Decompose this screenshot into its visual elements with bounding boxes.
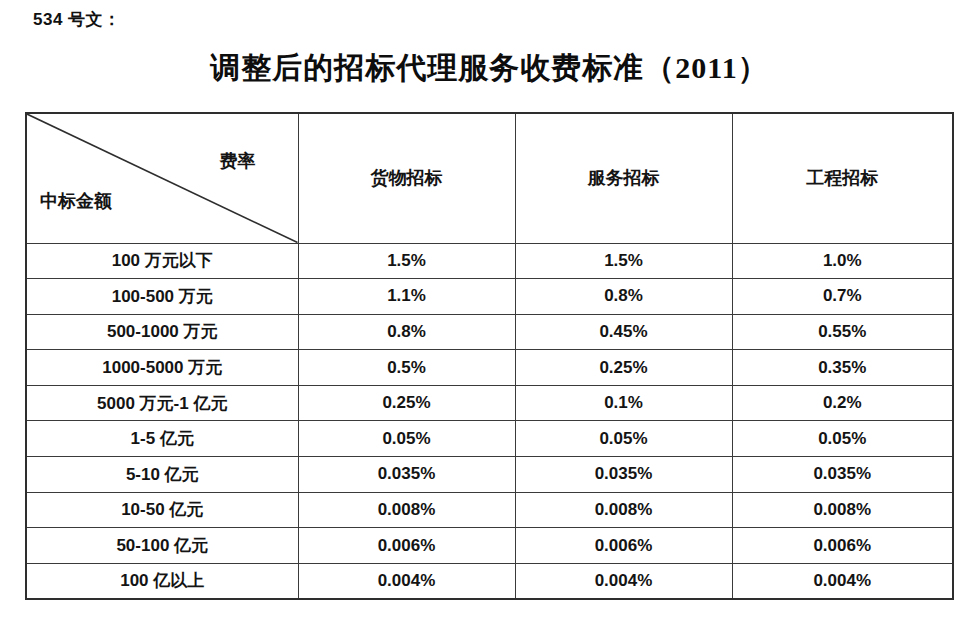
fee-table: 费率 中标金额 货物招标 服务招标 工程招标 100 万元以下1.5%1.5%1… bbox=[25, 112, 954, 600]
works-rate-cell: 0.008% bbox=[732, 492, 953, 528]
works-rate-cell: 0.55% bbox=[732, 314, 953, 350]
goods-rate-cell: 0.035% bbox=[298, 457, 515, 493]
goods-rate-cell: 0.5% bbox=[298, 350, 515, 386]
amount-cell: 5-10 亿元 bbox=[26, 457, 298, 493]
services-rate-cell: 1.5% bbox=[515, 243, 732, 279]
goods-rate-cell: 0.006% bbox=[298, 528, 515, 564]
goods-rate-cell: 0.004% bbox=[298, 563, 515, 599]
column-header-works-bidding: 工程招标 bbox=[732, 113, 953, 243]
table-row: 50-100 亿元0.006%0.006%0.006% bbox=[26, 528, 953, 564]
table-row: 5000 万元-1 亿元0.25%0.1%0.2% bbox=[26, 385, 953, 421]
goods-rate-cell: 0.05% bbox=[298, 421, 515, 457]
amount-cell: 1-5 亿元 bbox=[26, 421, 298, 457]
amount-cell: 100 亿以上 bbox=[26, 563, 298, 599]
services-rate-cell: 0.006% bbox=[515, 528, 732, 564]
goods-rate-cell: 1.1% bbox=[298, 279, 515, 315]
works-rate-cell: 0.035% bbox=[732, 457, 953, 493]
services-rate-cell: 0.035% bbox=[515, 457, 732, 493]
goods-rate-cell: 1.5% bbox=[298, 243, 515, 279]
table-row: 1000-5000 万元0.5%0.25%0.35% bbox=[26, 350, 953, 386]
services-rate-cell: 0.8% bbox=[515, 279, 732, 315]
works-rate-cell: 0.004% bbox=[732, 563, 953, 599]
amount-cell: 50-100 亿元 bbox=[26, 528, 298, 564]
table-row: 10-50 亿元0.008%0.008%0.008% bbox=[26, 492, 953, 528]
amount-cell: 10-50 亿元 bbox=[26, 492, 298, 528]
amount-cell: 100 万元以下 bbox=[26, 243, 298, 279]
amount-cell: 500-1000 万元 bbox=[26, 314, 298, 350]
fee-table-body: 100 万元以下1.5%1.5%1.0%100-500 万元1.1%0.8%0.… bbox=[26, 243, 953, 599]
header-row: 费率 中标金额 货物招标 服务招标 工程招标 bbox=[26, 113, 953, 243]
goods-rate-cell: 0.008% bbox=[298, 492, 515, 528]
table-row: 5-10 亿元0.035%0.035%0.035% bbox=[26, 457, 953, 493]
works-rate-cell: 0.7% bbox=[732, 279, 953, 315]
services-rate-cell: 0.1% bbox=[515, 385, 732, 421]
services-rate-cell: 0.004% bbox=[515, 563, 732, 599]
works-rate-cell: 0.05% bbox=[732, 421, 953, 457]
corner-label-rate: 费率 bbox=[220, 149, 256, 173]
page-title: 调整后的招标代理服务收费标准（2011） bbox=[0, 48, 979, 89]
amount-cell: 100-500 万元 bbox=[26, 279, 298, 315]
document-page: 534 号文： 调整后的招标代理服务收费标准（2011） 费率 中标金额 货物招… bbox=[0, 0, 979, 629]
table-row: 500-1000 万元0.8%0.45%0.55% bbox=[26, 314, 953, 350]
goods-rate-cell: 0.8% bbox=[298, 314, 515, 350]
table-row: 1-5 亿元0.05%0.05%0.05% bbox=[26, 421, 953, 457]
services-rate-cell: 0.25% bbox=[515, 350, 732, 386]
amount-cell: 5000 万元-1 亿元 bbox=[26, 385, 298, 421]
services-rate-cell: 0.05% bbox=[515, 421, 732, 457]
works-rate-cell: 0.2% bbox=[732, 385, 953, 421]
amount-cell: 1000-5000 万元 bbox=[26, 350, 298, 386]
table-row: 100-500 万元1.1%0.8%0.7% bbox=[26, 279, 953, 315]
services-rate-cell: 0.45% bbox=[515, 314, 732, 350]
services-rate-cell: 0.008% bbox=[515, 492, 732, 528]
table-row: 100 万元以下1.5%1.5%1.0% bbox=[26, 243, 953, 279]
works-rate-cell: 0.35% bbox=[732, 350, 953, 386]
corner-header-cell: 费率 中标金额 bbox=[26, 113, 298, 243]
corner-label-amount: 中标金额 bbox=[40, 189, 112, 213]
goods-rate-cell: 0.25% bbox=[298, 385, 515, 421]
column-header-services-bidding: 服务招标 bbox=[515, 113, 732, 243]
diagonal-divider-line bbox=[27, 114, 298, 243]
table-row: 100 亿以上0.004%0.004%0.004% bbox=[26, 563, 953, 599]
works-rate-cell: 1.0% bbox=[732, 243, 953, 279]
column-header-goods-bidding: 货物招标 bbox=[298, 113, 515, 243]
doc-number: 534 号文： bbox=[33, 8, 121, 31]
works-rate-cell: 0.006% bbox=[732, 528, 953, 564]
